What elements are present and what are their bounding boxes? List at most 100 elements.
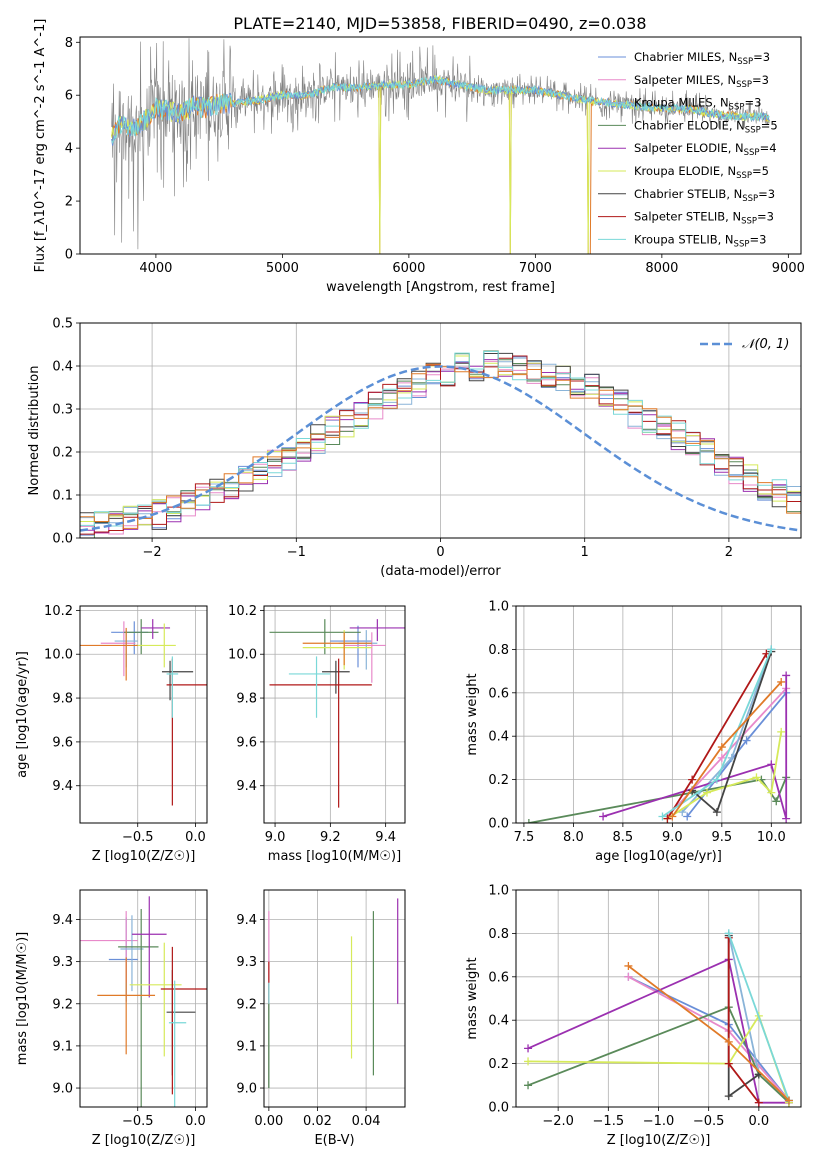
y-tick-label: 9.1 <box>52 1039 73 1054</box>
y-tick-label: 1.0 <box>488 884 509 899</box>
y-tick-label: 6 <box>65 89 73 104</box>
x-tick-label: 1 <box>581 545 589 560</box>
series-marker-orange <box>777 677 786 686</box>
y-tick-label: 9.3 <box>52 955 73 970</box>
legend-entry: Salpeter STELIB, NSSP=3 <box>634 210 774 227</box>
axes-frame <box>263 889 406 1108</box>
y-tick-label: 0.6 <box>488 686 509 701</box>
series-marker-kroupa_elodie <box>767 788 776 797</box>
legend-text: Kroupa MILES, N <box>634 96 729 110</box>
legend-subscript: SSP <box>736 80 752 90</box>
panel-age_vs_Z: −0.5 0.0 9.4 9.6 9.8 10.0 10.2 Z [log10(Z/Z☉)] a… <box>15 604 208 864</box>
y-tick-label: 8 <box>65 36 73 51</box>
legend-text: Salpeter MILES, N <box>634 73 736 87</box>
y-tick-label: 9.8 <box>52 692 73 707</box>
y-tick-label: 0.0 <box>52 532 73 547</box>
legend-suffix: =3 <box>757 210 774 224</box>
y-tick-label: 9.6 <box>52 735 73 750</box>
plot-area <box>111 38 770 254</box>
x-tick-label: −2 <box>143 545 162 560</box>
legend-suffix: =3 <box>753 50 770 64</box>
y-tick-label: 9.0 <box>236 1082 257 1097</box>
y-tick-label: 9.2 <box>52 997 73 1012</box>
series-marker-salpeter_elodie <box>782 814 791 823</box>
axes-frame <box>263 605 406 824</box>
errorbar-chabrier_miles <box>108 917 138 1002</box>
axes-frame <box>515 605 802 824</box>
series-line-salpeter_elodie <box>602 675 788 819</box>
legend-suffix: =5 <box>761 118 778 132</box>
y-tick-label: 9.8 <box>236 692 257 707</box>
legend-text: Chabrier ELODIE, N <box>634 118 745 132</box>
x-tick-label: 5000 <box>266 261 299 276</box>
x-tick-label: 0.0 <box>185 1114 206 1129</box>
legend-text: Salpeter ELODIE, N <box>634 141 744 155</box>
x-axis-label: Z [log10(Z/Z☉)] <box>607 1133 711 1148</box>
x-tick-label: 7.5 <box>514 830 535 845</box>
x-tick-label: 8.0 <box>563 830 584 845</box>
series-marker-chabrier_elodie <box>524 819 533 823</box>
y-tick-label: 0.6 <box>488 970 509 985</box>
series-marker-salpeter_stelib <box>754 1098 763 1107</box>
legend-entry: Salpeter ELODIE, NSSP=4 <box>634 141 777 158</box>
x-tick-label: 0.04 <box>352 1114 381 1129</box>
y-tick-label: 1.0 <box>488 600 509 615</box>
panel-mass_vs_Z: −0.5 0.0 9.0 9.1 9.2 9.3 9.4 Z [log10(Z/Z☉)] mas… <box>15 889 208 1148</box>
y-axis-label: mass [log10(M/M☉)] <box>15 932 30 1065</box>
legend-entry: Kroupa MILES, NSSP=3 <box>634 96 761 113</box>
x-tick-label: −0.5 <box>122 830 154 845</box>
y-tick-label: 10.0 <box>228 648 257 663</box>
legend-text: Kroupa ELODIE, N <box>634 164 736 178</box>
legend-entry: Salpeter MILES, NSSP=3 <box>634 73 769 90</box>
plot-area <box>524 645 791 823</box>
legend-suffix: =5 <box>752 164 769 178</box>
series-marker-salpeter_miles <box>717 753 726 762</box>
errorbar-kroupa_stelib <box>288 656 331 718</box>
panel-residuals: −2 −1 0 1 2 0.0 0.1 0.2 0.3 0.4 0.5 (data-model)/er… <box>27 317 802 579</box>
y-tick-label: 0.2 <box>52 446 73 461</box>
x-tick-label: 0.0 <box>749 1114 770 1129</box>
series-line-orange <box>671 681 782 818</box>
x-tick-label: −0.5 <box>122 1114 154 1129</box>
y-axis-label: age [log10(age/yr)] <box>15 651 30 778</box>
y-tick-label: 0 <box>65 248 73 263</box>
x-tick-label: 0.02 <box>303 1114 332 1129</box>
series-marker-kroupa_elodie <box>777 727 786 736</box>
axes-frame <box>79 605 208 824</box>
legend-subscript: SSP <box>742 194 758 204</box>
errorbar-salpeter_elodie <box>131 896 167 998</box>
plot-layer: 4000 5000 6000 7000 8000 9000 0 2 4 6 8 wavelength … <box>15 19 805 1148</box>
x-tick-label: 9.0 <box>662 830 683 845</box>
y-tick-label: 9.0 <box>52 1082 73 1097</box>
x-axis-label: E(B-V) <box>314 1133 354 1148</box>
plot-area <box>80 896 207 1107</box>
histogram-salpeter_stelib <box>80 355 801 535</box>
y-tick-label: 9.4 <box>236 779 257 794</box>
errorbar-orange <box>80 627 138 681</box>
y-tick-label: 2 <box>65 195 73 210</box>
histogram-orange <box>80 363 801 529</box>
series-marker-kroupa_elodie <box>752 773 761 782</box>
y-tick-label: 10.0 <box>44 648 73 663</box>
series-marker-chabrier_miles <box>683 812 692 821</box>
x-tick-label: 9.5 <box>711 830 732 845</box>
series-marker-chabrier_elodie <box>524 1081 533 1090</box>
legend-entry: Chabrier MILES, NSSP=3 <box>634 50 770 67</box>
y-axis-label: Flux [f_λ10^-17 erg cm^-2 s^-1 A^-1] <box>33 19 48 273</box>
y-tick-label: 0.2 <box>488 1057 509 1072</box>
errorbar-chabrier_stelib <box>161 660 194 701</box>
panel-mass_weight_vs_age: 7.5 8.0 8.5 9.0 9.5 10.0 0.0 0.2 0.4 0.6 0.8 1.0 age… <box>465 600 802 864</box>
legend-subscript: SSP <box>744 148 760 158</box>
panel-mass_weight_vs_Z: −2.0 −1.5 −1.0 −0.5 0.0 0.0 0.2 0.4 0.6 0.8 1.0 Z [… <box>465 884 802 1148</box>
x-tick-label: −0.5 <box>693 1114 725 1129</box>
panel-age_vs_mass: 9.0 9.2 9.4 9.4 9.6 9.8 10.0 10.2 mass [log10(M/… <box>228 604 406 864</box>
x-axis-label: Z [log10(Z/Z☉)] <box>92 849 196 864</box>
y-tick-label: 9.4 <box>52 913 73 928</box>
legend-text: Salpeter STELIB, N <box>634 210 741 224</box>
series-marker-salpeter_stelib <box>724 1059 733 1068</box>
x-tick-label: 9.0 <box>265 830 286 845</box>
errorbar-kroupa_stelib <box>166 656 179 718</box>
errorbar-salpeter_elodie <box>349 619 405 642</box>
x-tick-label: −2.0 <box>542 1114 574 1129</box>
